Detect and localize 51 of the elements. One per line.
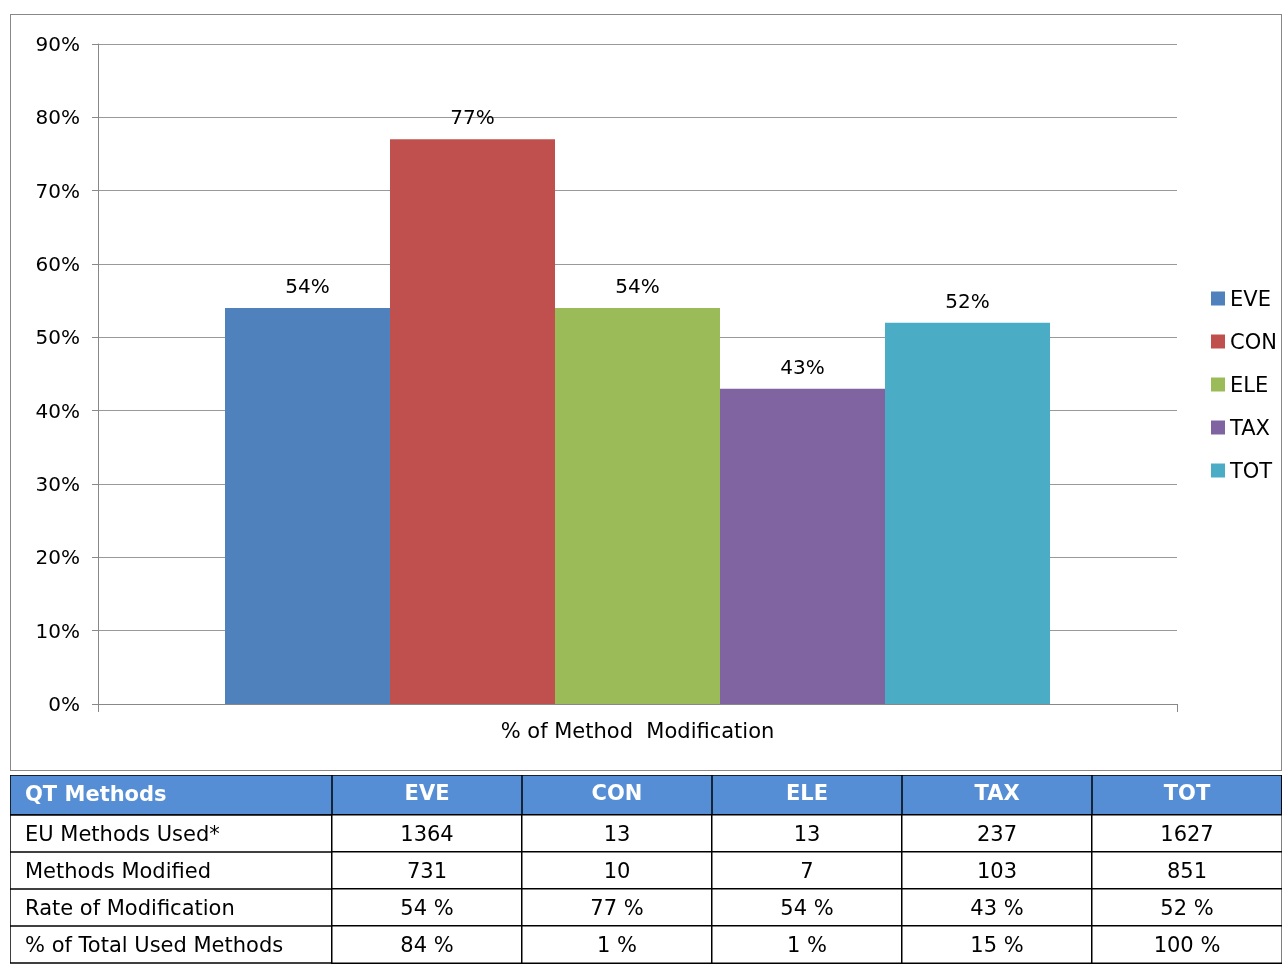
- x-tick-label: TOT: [1163, 780, 1211, 805]
- data-label: 1 %: [597, 932, 637, 957]
- y-tick-label: 40%: [35, 398, 80, 423]
- data-label: 851: [1166, 858, 1208, 883]
- data-label: 54%: [285, 274, 330, 298]
- y-tick-label: 30%: [35, 472, 80, 496]
- y-tick-label: 0%: [48, 692, 80, 716]
- y-tick-label: % of Total Used Methods: [25, 932, 284, 957]
- data-label: 84 %: [400, 932, 454, 957]
- y-tick-label: 60%: [35, 252, 80, 276]
- legend-label: ELE: [1230, 372, 1269, 397]
- y-axis-title: QT Methods: [25, 781, 167, 806]
- x-tick-label: ELE: [785, 780, 829, 805]
- y-tick-label: Rate of Modification: [25, 895, 235, 920]
- data-label: 100 %: [1153, 932, 1221, 957]
- data-label: 43%: [780, 354, 825, 379]
- y-tick-label: EU Methods Used*: [25, 821, 220, 846]
- legend-label: EVE: [1230, 286, 1271, 311]
- data-label: 43 %: [970, 895, 1024, 920]
- data-label: 237: [976, 821, 1018, 846]
- data-label: 1364: [400, 821, 454, 846]
- data-label: 15 %: [970, 932, 1024, 957]
- data-label: 13: [793, 821, 821, 846]
- x-tick-label: CON: [591, 780, 643, 805]
- y-tick-label: 70%: [35, 178, 80, 203]
- data-label: 731: [406, 858, 448, 883]
- y-tick-label: 10%: [35, 618, 80, 643]
- y-tick-label: 50%: [35, 325, 80, 350]
- data-label: 77 %: [590, 895, 644, 920]
- data-label: 54 %: [400, 895, 454, 920]
- legend-label: TAX: [1229, 415, 1270, 440]
- data-label: 54 %: [780, 895, 834, 920]
- x-tick-label: TAX: [974, 780, 1020, 805]
- legend-label: CON: [1230, 329, 1277, 354]
- y-tick-label: 20%: [35, 545, 80, 570]
- data-label: 52%: [945, 288, 990, 313]
- y-tick-label: 90%: [35, 32, 80, 56]
- x-tick-label: EVE: [404, 780, 450, 805]
- y-tick-label: 80%: [35, 105, 80, 130]
- x-tick-label: % of Method Modification: [500, 718, 775, 743]
- data-label: 52 %: [1160, 895, 1214, 920]
- legend-label: TOT: [1229, 458, 1273, 483]
- data-label: 10: [603, 858, 631, 883]
- data-label: 13: [603, 821, 631, 846]
- data-label: 54%: [615, 274, 660, 298]
- data-label: 103: [976, 858, 1018, 883]
- data-label: 1627: [1160, 821, 1214, 846]
- data-label: 1 %: [787, 932, 827, 957]
- data-label: 77%: [450, 105, 495, 130]
- data-label: 7: [800, 858, 814, 883]
- y-tick-label: Methods Modified: [25, 858, 211, 883]
